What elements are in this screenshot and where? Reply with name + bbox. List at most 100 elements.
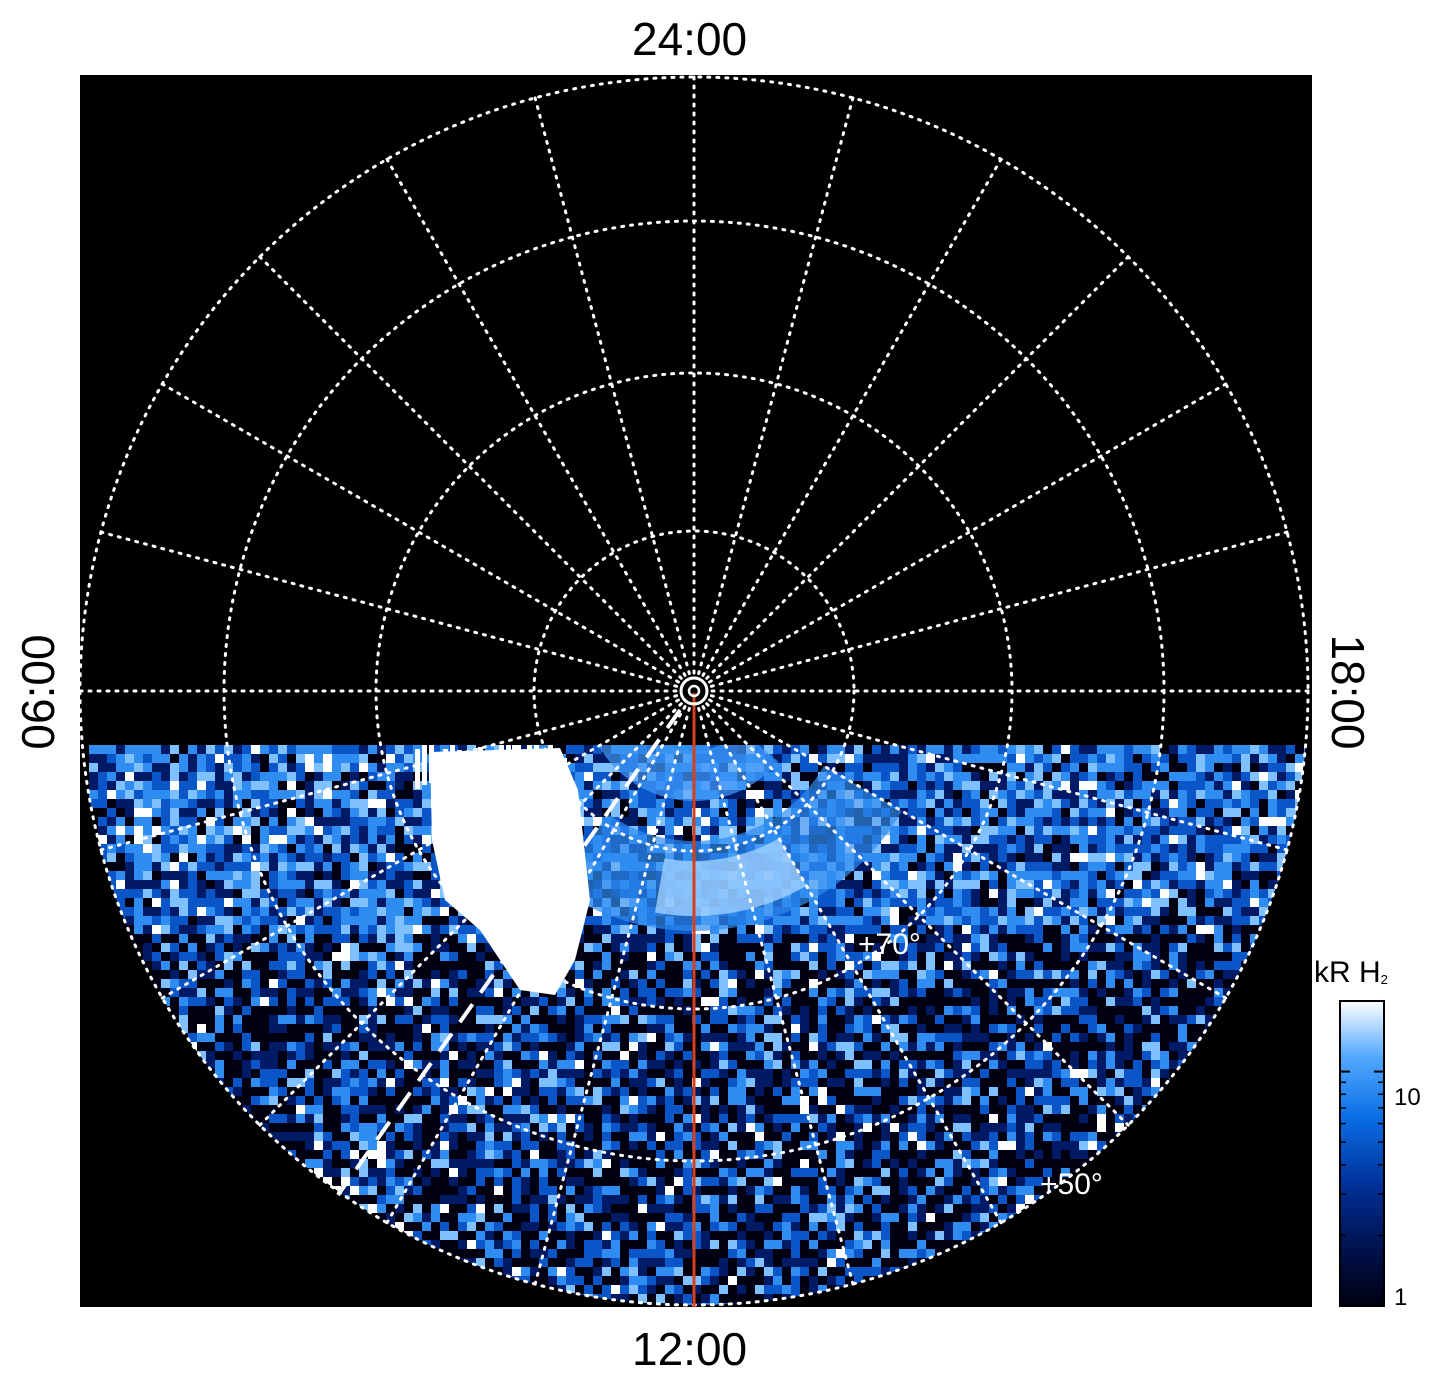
emission-pixel (341, 970, 350, 979)
emission-pixel (206, 979, 215, 988)
emission-pixel (557, 988, 566, 997)
emission-pixel (170, 943, 179, 952)
emission-pixel (458, 970, 467, 979)
emission-pixel (341, 880, 350, 889)
emission-pixel (998, 1078, 1007, 1087)
emission-pixel (368, 745, 377, 754)
emission-pixel (449, 1051, 458, 1060)
emission-pixel (890, 979, 899, 988)
emission-pixel (638, 1078, 647, 1087)
emission-pixel (710, 1069, 719, 1078)
emission-pixel (233, 1024, 242, 1033)
emission-pixel (935, 952, 944, 961)
emission-pixel (782, 970, 791, 979)
emission-pixel (593, 1069, 602, 1078)
emission-pixel (890, 1060, 899, 1069)
emission-pixel (953, 1096, 962, 1105)
emission-pixel (314, 1069, 323, 1078)
emission-pixel (341, 1087, 350, 1096)
emission-pixel (683, 979, 692, 988)
emission-pixel (836, 961, 845, 970)
emission-pixel (809, 970, 818, 979)
emission-pixel (251, 979, 260, 988)
emission-pixel (980, 1087, 989, 1096)
emission-pixel (359, 997, 368, 1006)
emission-pixel (1079, 1069, 1088, 1078)
emission-pixel (89, 754, 98, 763)
emission-pixel (179, 997, 188, 1006)
emission-pixel (1187, 799, 1196, 808)
emission-pixel (863, 1006, 872, 1015)
emission-pixel (827, 1051, 836, 1060)
emission-pixel (395, 961, 404, 970)
emission-pixel (629, 1024, 638, 1033)
emission-pixel (431, 1015, 440, 1024)
emission-pixel (1151, 763, 1160, 772)
emission-pixel (413, 1015, 422, 1024)
emission-pixel (395, 934, 404, 943)
emission-pixel (665, 1051, 674, 1060)
emission-pixel (1097, 862, 1106, 871)
emission-pixel (602, 763, 611, 772)
emission-pixel (296, 772, 305, 781)
emission-pixel (530, 1087, 539, 1096)
emission-pixel (845, 763, 854, 772)
emission-pixel (818, 988, 827, 997)
emission-pixel (422, 1033, 431, 1042)
emission-pixel (413, 1006, 422, 1015)
emission-pixel (809, 961, 818, 970)
emission-pixel (701, 1078, 710, 1087)
emission-pixel (296, 1060, 305, 1069)
emission-pixel (1106, 961, 1115, 970)
emission-pixel (638, 799, 647, 808)
emission-pixel (593, 763, 602, 772)
emission-pixel (1115, 1096, 1124, 1105)
emission-pixel (161, 934, 170, 943)
emission-pixel (1097, 943, 1106, 952)
emission-pixel (539, 1078, 548, 1087)
emission-pixel (674, 961, 683, 970)
emission-pixel (728, 961, 737, 970)
emission-pixel (827, 943, 836, 952)
emission-pixel (728, 1033, 737, 1042)
emission-pixel (575, 1087, 584, 1096)
emission-pixel (278, 1042, 287, 1051)
emission-pixel (926, 781, 935, 790)
emission-pixel (1196, 745, 1205, 754)
emission-pixel (953, 745, 962, 754)
emission-pixel (1016, 862, 1025, 871)
emission-pixel (269, 1060, 278, 1069)
emission-pixel (566, 988, 575, 997)
emission-pixel (665, 817, 674, 826)
emission-pixel (512, 1024, 521, 1033)
emission-pixel (917, 997, 926, 1006)
emission-pixel (1196, 916, 1205, 925)
emission-pixel (917, 754, 926, 763)
emission-pixel (1097, 1087, 1106, 1096)
emission-pixel (224, 745, 233, 754)
emission-pixel (152, 808, 161, 817)
emission-pixel (944, 988, 953, 997)
emission-pixel (260, 916, 269, 925)
emission-pixel (314, 997, 323, 1006)
emission-pixel (863, 1096, 872, 1105)
emission-pixel (260, 961, 269, 970)
emission-pixel (935, 1015, 944, 1024)
emission-pixel (287, 907, 296, 916)
emission-pixel (926, 790, 935, 799)
emission-pixel (773, 970, 782, 979)
emission-pixel (1097, 1051, 1106, 1060)
emission-pixel (755, 1033, 764, 1042)
emission-pixel (953, 961, 962, 970)
emission-pixel (1097, 772, 1106, 781)
emission-pixel (827, 961, 836, 970)
emission-pixel (494, 1060, 503, 1069)
emission-pixel (1142, 1015, 1151, 1024)
emission-pixel (251, 961, 260, 970)
emission-pixel (386, 1096, 395, 1105)
emission-pixel (476, 1087, 485, 1096)
emission-pixel (863, 1024, 872, 1033)
emission-pixel (1187, 835, 1196, 844)
emission-pixel (584, 961, 593, 970)
emission-pixel (251, 1024, 260, 1033)
